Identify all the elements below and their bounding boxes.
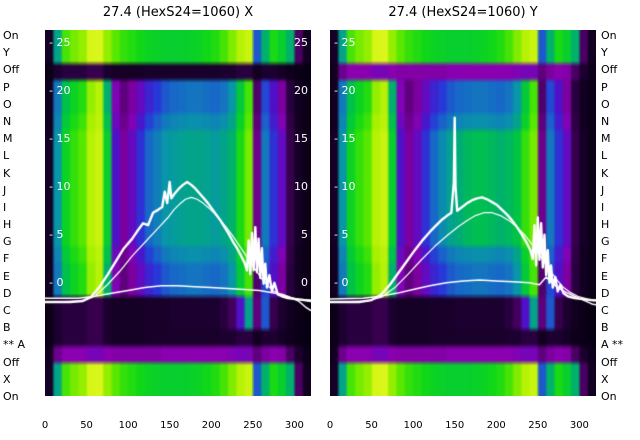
channel-label: P [3,80,10,94]
channel-label: Y [3,46,10,60]
channel-label: H [601,218,610,232]
panel-x-title: 27.4 (HexS24=1060) X [102,5,254,20]
channel-label: O [601,97,610,111]
x-axis-ticks-y: 0 50 100 150 200 250 300 [326,420,596,434]
channel-label: On [601,29,617,42]
y-axis-right-tick-label: 5 [301,228,308,241]
heatmap-canvas-x [45,30,311,396]
channel-label: G [601,235,610,249]
channel-label: F [601,252,608,266]
y-axis-right-tick-label: 0 [301,276,308,289]
channel-label: H [3,218,12,232]
y-axis-tick-label: - 10 [49,180,71,193]
channel-label: A ** [601,338,624,352]
y-axis-tick-label: - 15 [334,132,356,145]
channel-label: I [3,200,7,214]
channel-label: K [601,166,609,180]
x-axis-tick-label: 50 [80,420,93,431]
channel-label: E [3,269,10,283]
panel-y-title: 27.4 (HexS24=1060) Y [388,5,538,20]
channel-label: L [3,149,10,163]
x-axis-tick-label: 200 [201,420,221,431]
x-axis-tick-label: 250 [528,420,548,431]
channel-label: F [3,252,10,266]
y-axis-tick-label: - 25 [334,36,356,49]
y-axis-tick-label: - 0 [49,276,64,289]
y-axis-right-tick-label: 15 [294,132,308,145]
y-axis-right-tick-label: 10 [294,180,308,193]
x-axis-tick-label: 250 [243,420,263,431]
channel-label: E [601,269,608,283]
channel-label: C [601,304,609,317]
y-axis-tick-label: - 0 [334,276,349,289]
channel-label: B [3,321,11,335]
y-axis-tick-label: - 15 [49,132,71,145]
left-channel-labels: On Y Off P O N M L K J I H G F E D C B ** A Off X On [3,28,43,404]
channel-label: Off [3,355,20,369]
right-channel-labels: On Y Off P O N M L K J I H G F E D C B A ** Off X On [601,28,639,404]
channel-label: N [3,114,12,128]
x-axis-tick-label: 200 [486,420,506,431]
y-axis-tick-label: - 20 [49,84,71,97]
channel-label: On [3,389,19,403]
x-axis-tick-label: 100 [403,420,423,431]
channel-label: L [601,149,608,163]
y-axis-tick-label: - 5 [334,228,349,241]
heatmap-panel-x: - 25 - 20 - 15 - 10 - 5 - 0 25 20 15 10 5 0 [45,30,311,396]
x-axis-tick-label: 50 [365,420,378,431]
y-axis-right-tick-label: 20 [294,84,308,97]
channel-label: P [601,80,608,94]
heatmap-panel-y: - 25 - 20 - 15 - 10 - 5 - 0 [330,30,596,396]
y-axis-tick-label: - 25 [49,36,71,49]
channel-label: M [3,132,13,146]
channel-label: Y [601,46,608,60]
x-axis-ticks-x: 0 50 100 150 200 250 300 [41,420,311,434]
y-axis-tick-label: - 20 [334,84,356,97]
channel-label: K [3,166,11,180]
channel-label: I [601,200,605,214]
x-axis-tick-label: 300 [569,420,589,431]
channel-label: X [601,372,609,386]
y-axis-tick-label: - 10 [334,180,356,193]
channel-label: D [601,286,610,300]
channel-label: X [3,372,11,386]
channel-label: J [3,183,7,197]
x-axis-tick-label: 300 [284,420,304,431]
channel-label: Off [601,355,618,369]
channel-label: M [601,132,611,146]
x-axis-tick-label: 100 [118,420,138,431]
heatmap-canvas-y [330,30,596,396]
y-axis-right-tick-label: 25 [294,36,308,49]
channel-label: Off [3,63,20,77]
channel-label: B [601,321,609,335]
channel-label: G [3,235,12,249]
channel-label: Off [601,63,618,77]
x-axis-tick-label: 150 [445,420,465,431]
channel-label: On [601,389,617,403]
channel-label: ** A [3,338,26,352]
x-axis-tick-label: 150 [160,420,180,431]
x-axis-tick-label: 0 [326,420,334,431]
channel-label: C [3,304,11,317]
y-axis-tick-label: - 5 [49,228,64,241]
channel-label: On [3,29,19,42]
channel-label: J [601,183,605,197]
x-axis-tick-label: 0 [41,420,49,431]
channel-label: N [601,114,610,128]
channel-label: O [3,97,12,111]
channel-label: D [3,286,12,300]
